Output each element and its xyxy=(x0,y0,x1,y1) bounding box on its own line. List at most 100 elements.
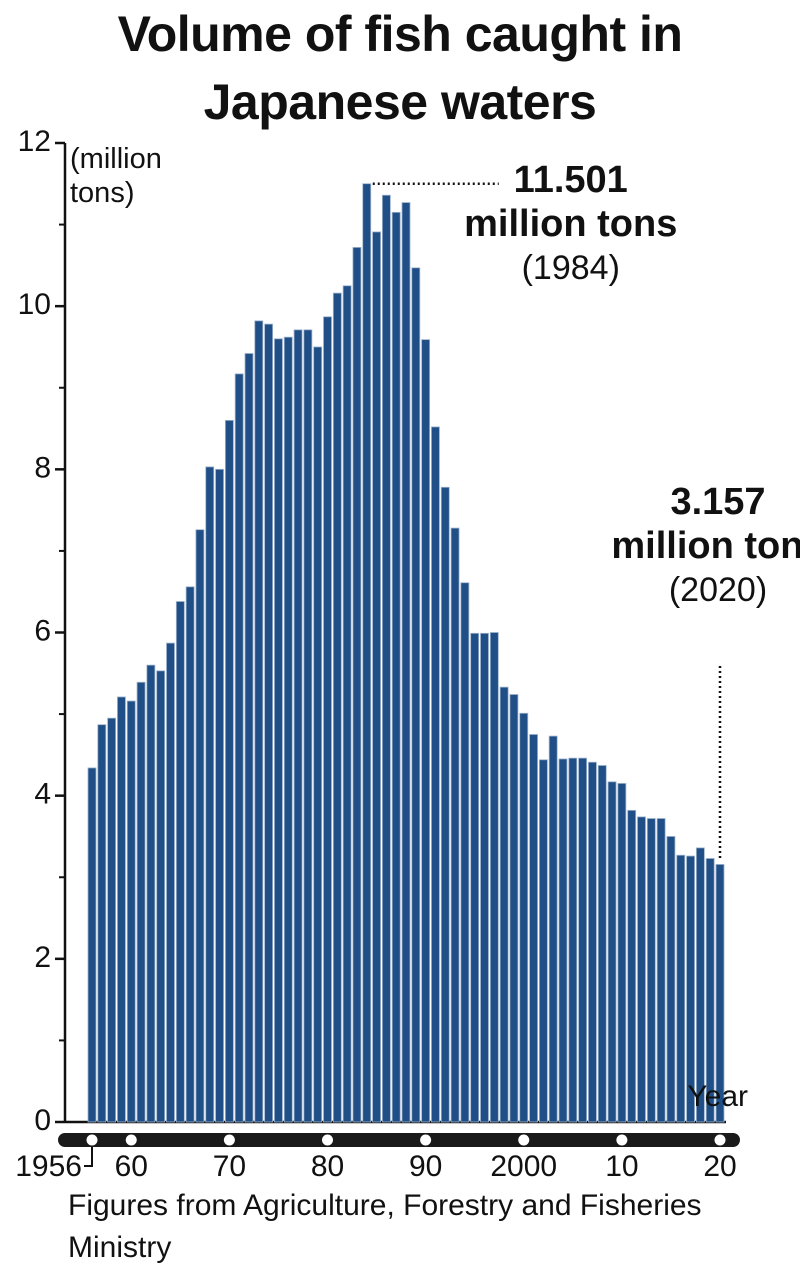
bar xyxy=(156,670,166,1123)
bar xyxy=(342,285,352,1123)
bar xyxy=(470,632,480,1123)
x-tick-label: 70 xyxy=(213,1150,246,1183)
y-tick-label: 0 xyxy=(34,1104,51,1137)
bar xyxy=(107,717,117,1123)
bar xyxy=(489,632,499,1123)
bar xyxy=(146,664,156,1123)
bar xyxy=(244,353,254,1123)
bar xyxy=(224,419,234,1123)
x-tick-dot xyxy=(223,1134,235,1146)
bar xyxy=(352,247,362,1123)
bar xyxy=(303,329,313,1123)
annotation-note: (2020) xyxy=(668,571,768,609)
x-tick-dot xyxy=(322,1134,333,1146)
bar xyxy=(97,724,107,1123)
bar xyxy=(185,586,195,1123)
bar xyxy=(666,836,676,1123)
bar xyxy=(656,818,666,1123)
bar xyxy=(215,468,224,1123)
x-tick-label: 2000 xyxy=(490,1150,557,1183)
y-axis-label: (million tons) xyxy=(70,143,162,209)
bar xyxy=(646,818,656,1123)
annotation-note: (1984) xyxy=(521,249,620,287)
x-tick-label: 90 xyxy=(409,1150,442,1183)
bar xyxy=(195,529,205,1123)
bar xyxy=(205,466,215,1123)
bar xyxy=(548,735,558,1123)
annotation-unit: million tons xyxy=(611,525,800,567)
x-axis-label: Year xyxy=(687,1080,748,1113)
bar xyxy=(391,211,401,1123)
y-tick-label: 8 xyxy=(34,451,51,484)
y-tick-label: 10 xyxy=(18,288,51,321)
bar xyxy=(637,816,646,1123)
bar xyxy=(87,767,97,1123)
chart-title: Volume of fish caught in Japanese waters xyxy=(117,6,683,130)
bar xyxy=(175,601,185,1123)
bar xyxy=(166,642,175,1123)
bar xyxy=(617,783,627,1123)
bar xyxy=(254,320,264,1123)
bar xyxy=(401,202,411,1123)
bar xyxy=(234,373,244,1123)
annotation-value: 3.157 xyxy=(670,481,766,523)
bar xyxy=(460,582,470,1123)
bar xyxy=(588,761,597,1123)
bar xyxy=(440,486,450,1123)
bar xyxy=(509,694,519,1123)
bar xyxy=(117,696,126,1123)
x-tick-label: 80 xyxy=(311,1150,344,1183)
bar xyxy=(323,316,332,1123)
bar xyxy=(381,194,391,1123)
bar xyxy=(283,336,293,1123)
bar xyxy=(274,338,283,1123)
y-tick-label: 4 xyxy=(34,778,51,811)
x-tick-connector xyxy=(84,1147,93,1167)
annotation: 11.501 million tons (1984) xyxy=(461,158,681,290)
bar xyxy=(411,267,421,1123)
bar xyxy=(676,854,686,1123)
bar xyxy=(686,855,695,1123)
x-tick-label: 10 xyxy=(605,1150,638,1183)
bar xyxy=(362,183,372,1123)
y-tick-label: 12 xyxy=(18,125,51,158)
annotation-value: 11.501 xyxy=(513,159,628,201)
bar xyxy=(332,292,342,1123)
bar xyxy=(715,864,725,1123)
x-tick-dot xyxy=(125,1134,137,1146)
bar xyxy=(578,757,588,1123)
x-tick-label: 1956 xyxy=(15,1150,82,1183)
bar xyxy=(568,757,578,1123)
x-tick-dot xyxy=(518,1134,530,1146)
bar xyxy=(480,632,489,1123)
bar xyxy=(450,527,460,1123)
bar xyxy=(607,781,617,1123)
bar xyxy=(313,346,323,1123)
x-axis-band xyxy=(58,1133,740,1147)
bar xyxy=(136,681,146,1123)
bar xyxy=(293,329,303,1123)
bar xyxy=(538,759,548,1123)
bar xyxy=(372,231,381,1123)
x-tick-label: 20 xyxy=(703,1150,736,1183)
source-note: Figures from Agriculture, Forestry and F… xyxy=(68,1189,702,1264)
bar xyxy=(558,758,568,1123)
x-tick-label: 60 xyxy=(115,1150,148,1183)
bar xyxy=(705,858,715,1123)
bar xyxy=(695,847,705,1123)
x-tick-dot xyxy=(420,1134,432,1146)
bar xyxy=(126,700,136,1123)
annotation-unit: million tons xyxy=(464,203,678,245)
y-tick-label: 2 xyxy=(34,941,51,974)
bar xyxy=(499,686,509,1123)
x-tick-dot xyxy=(86,1134,98,1146)
bar xyxy=(529,734,538,1123)
bar xyxy=(597,765,607,1123)
x-tick-dot xyxy=(616,1134,628,1146)
bar xyxy=(421,339,431,1123)
bar xyxy=(627,809,637,1123)
x-tick-dot xyxy=(714,1134,726,1146)
